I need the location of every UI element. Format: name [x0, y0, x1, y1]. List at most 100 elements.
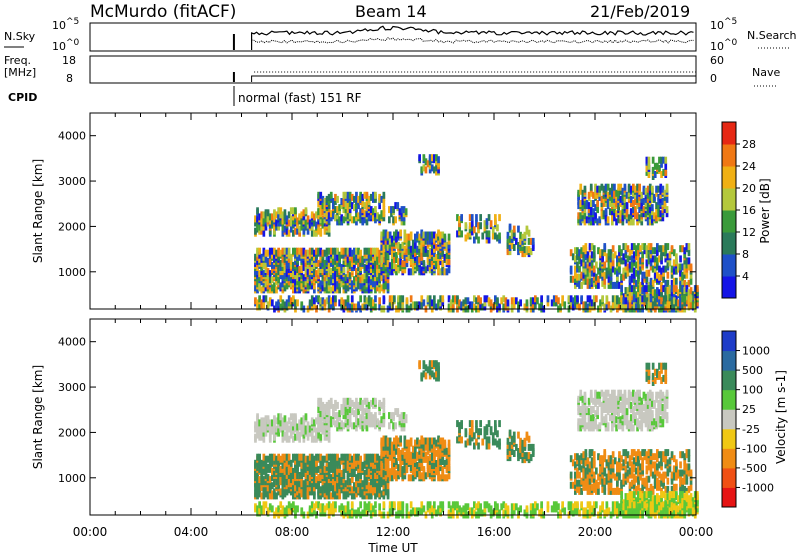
velocity-cell: [583, 408, 587, 416]
power-cell: [613, 301, 617, 309]
velocity-cell: [353, 467, 356, 475]
power-cell: [615, 193, 618, 201]
power-cell: [329, 268, 333, 276]
velocity-cell: [329, 474, 333, 482]
velocity-cell: [268, 427, 272, 435]
velocity-cell: [323, 408, 327, 416]
power-cell: [636, 191, 639, 199]
power-cell: [319, 280, 323, 288]
power-cell: [317, 208, 320, 216]
velocity-cell: [435, 360, 438, 368]
velocity-cell: [289, 431, 293, 439]
power-cell: [340, 272, 344, 280]
velocity-cell: [325, 459, 329, 467]
velocity-cell: [376, 484, 379, 492]
power-cell: [426, 264, 430, 272]
power-cell: [641, 291, 644, 299]
power-cell: [512, 297, 516, 305]
velocity-cell: [357, 465, 360, 473]
power-cell: [334, 198, 337, 205]
velocity-cell: [414, 455, 417, 463]
velocity-cell: [258, 461, 261, 469]
power-cell: [437, 166, 440, 174]
velocity-cell: [313, 455, 316, 463]
power-cell: [458, 220, 461, 228]
power-cell: [483, 224, 487, 232]
velocity-cell: [596, 397, 599, 405]
power-cell: [428, 231, 432, 239]
freq-trace: [251, 75, 696, 82]
power-cell: [388, 216, 391, 224]
velocity-cell: [336, 486, 339, 494]
power-cell: [283, 301, 287, 309]
velocity-cell: [260, 470, 264, 477]
velocity-cell: [268, 457, 272, 465]
velocity-cell: [327, 408, 331, 416]
power-cell: [672, 267, 676, 275]
power-cell: [439, 252, 442, 259]
power-cell: [611, 265, 615, 273]
power-cell: [506, 239, 510, 247]
velocity-cell: [374, 397, 377, 405]
power-cell: [262, 217, 266, 225]
power-cell: [598, 216, 602, 224]
power-cell: [281, 217, 285, 225]
velocity-cell: [310, 463, 314, 471]
power-cell: [404, 208, 408, 216]
velocity-cell: [256, 413, 259, 421]
power-cell: [313, 268, 316, 276]
power-cell: [620, 299, 623, 307]
power-cell: [428, 301, 432, 309]
power-cell: [422, 237, 426, 245]
power-cell: [508, 223, 512, 231]
power-cell: [628, 275, 632, 283]
power-cell: [600, 200, 604, 207]
power-cell: [256, 280, 259, 288]
power-cell: [277, 253, 280, 261]
velocity-cell: [400, 412, 404, 420]
velocity-cell: [285, 453, 289, 461]
velocity-cell: [275, 455, 278, 463]
power-cell: [287, 299, 291, 307]
power-cell: [313, 274, 316, 282]
power-cell: [435, 254, 438, 261]
power-cell: [374, 286, 377, 294]
power-cell: [576, 261, 579, 269]
power-cell: [327, 266, 331, 273]
velocity-cell: [394, 422, 397, 430]
velocity-cell: [369, 472, 373, 479]
power-cell: [399, 264, 402, 272]
power-cell: [584, 261, 588, 269]
power-cell: [416, 231, 419, 239]
power-cell: [641, 287, 644, 295]
velocity-cell: [460, 420, 463, 428]
velocity-cell: [372, 461, 375, 469]
power-cell: [613, 267, 617, 275]
velocity-cell: [481, 438, 485, 446]
velocity-cell: [363, 422, 367, 430]
power-cell: [418, 266, 421, 274]
power-cell: [388, 245, 392, 253]
power-cell: [321, 266, 325, 273]
velocity-cell: [390, 441, 394, 449]
velocity-cell: [581, 408, 585, 416]
velocity-cell: [460, 436, 463, 444]
power-cell: [338, 216, 341, 224]
power-cell: [338, 286, 341, 294]
velocity-cell: [600, 416, 604, 424]
power-cell: [350, 264, 354, 271]
power-cell: [629, 208, 633, 216]
power-cell: [332, 264, 335, 271]
power-cell: [594, 191, 597, 199]
velocity-cell: [395, 462, 398, 469]
power-cell: [470, 301, 474, 309]
power-cell: [380, 243, 384, 251]
colorbar-segment: [722, 144, 736, 167]
power-cell: [264, 284, 268, 292]
power-cell: [367, 251, 371, 259]
power-cell: [260, 299, 264, 307]
power-cell: [679, 285, 682, 293]
power-cell: [396, 202, 400, 210]
power-cell: [317, 212, 320, 220]
velocity-cell: [254, 484, 257, 492]
